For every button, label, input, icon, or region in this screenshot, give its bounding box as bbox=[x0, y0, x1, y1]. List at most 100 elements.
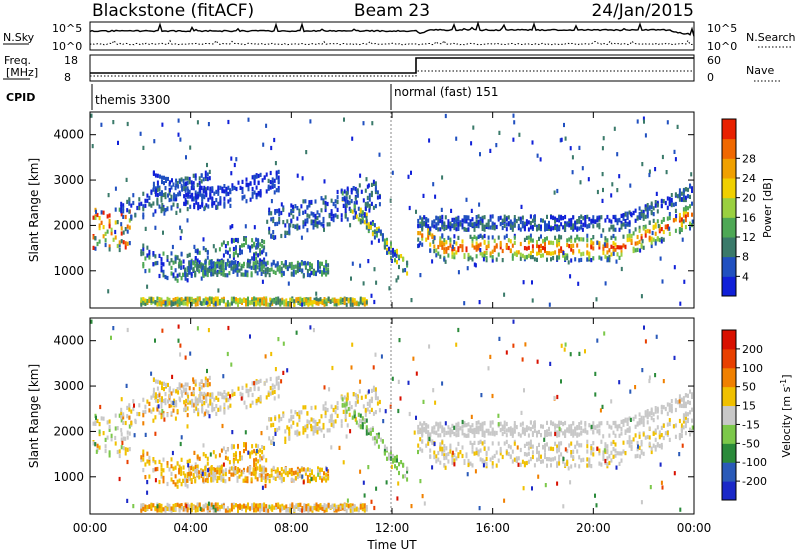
data-cell bbox=[379, 437, 382, 442]
data-cell bbox=[606, 444, 609, 449]
data-cell bbox=[648, 426, 651, 431]
data-cell bbox=[548, 220, 550, 225]
data-cell bbox=[578, 249, 581, 254]
data-cell bbox=[370, 407, 373, 412]
noise-left-tick-low: 10^0 bbox=[52, 40, 82, 53]
data-cell bbox=[332, 201, 335, 207]
data-cell bbox=[351, 302, 354, 307]
data-cell bbox=[305, 150, 308, 155]
data-cell bbox=[292, 471, 295, 476]
data-cell bbox=[259, 251, 262, 256]
data-cell bbox=[120, 231, 123, 236]
data-cell bbox=[622, 440, 625, 445]
data-cell bbox=[457, 221, 460, 226]
data-cell bbox=[237, 386, 240, 391]
data-cell bbox=[334, 405, 337, 410]
data-cell bbox=[487, 219, 490, 224]
data-cell bbox=[327, 267, 330, 273]
data-cell bbox=[610, 193, 613, 198]
data-cell bbox=[282, 411, 285, 416]
freq-panel-frame bbox=[89, 54, 695, 82]
data-cell bbox=[513, 222, 516, 227]
data-cell bbox=[306, 474, 309, 480]
data-cell bbox=[453, 225, 456, 231]
data-cell bbox=[582, 428, 585, 433]
data-cell bbox=[166, 463, 169, 468]
data-cell bbox=[249, 403, 252, 408]
data-cell bbox=[544, 430, 546, 435]
data-cell bbox=[140, 302, 143, 307]
data-cell bbox=[443, 456, 446, 461]
data-cell bbox=[150, 189, 153, 194]
data-cell bbox=[223, 184, 226, 189]
data-cell bbox=[212, 264, 215, 269]
data-cell bbox=[483, 250, 486, 255]
data-cell bbox=[483, 439, 486, 445]
data-cell bbox=[503, 223, 506, 228]
data-cell bbox=[367, 430, 370, 436]
data-cell bbox=[596, 189, 599, 195]
data-cell bbox=[369, 431, 372, 436]
data-cell bbox=[177, 184, 180, 189]
data-cell bbox=[608, 218, 611, 223]
data-cell bbox=[610, 244, 613, 249]
data-cell bbox=[200, 473, 203, 479]
data-cell bbox=[503, 235, 506, 240]
data-cell bbox=[120, 428, 123, 433]
data-cell bbox=[455, 447, 458, 452]
data-cell bbox=[140, 455, 143, 460]
data-cell bbox=[451, 217, 454, 222]
data-cell bbox=[574, 463, 577, 468]
data-cell bbox=[493, 238, 496, 243]
data-cell bbox=[451, 453, 454, 458]
data-cell bbox=[196, 120, 199, 125]
data-cell bbox=[518, 132, 521, 137]
data-cell bbox=[360, 419, 363, 424]
data-cell bbox=[437, 244, 440, 250]
data-cell bbox=[269, 185, 272, 190]
data-cell bbox=[449, 431, 452, 436]
data-cell bbox=[336, 405, 339, 411]
data-cell bbox=[483, 233, 486, 239]
data-cell bbox=[531, 238, 534, 243]
data-cell bbox=[122, 209, 125, 214]
data-cell bbox=[223, 410, 226, 415]
data-cell bbox=[214, 261, 217, 266]
data-cell bbox=[146, 198, 149, 203]
data-cell bbox=[336, 189, 339, 195]
data-cell bbox=[271, 182, 274, 187]
data-cell bbox=[523, 452, 526, 457]
data-cell bbox=[347, 407, 350, 412]
data-cell bbox=[572, 455, 575, 460]
data-cell bbox=[98, 216, 101, 221]
data-cell bbox=[440, 207, 443, 212]
data-cell bbox=[298, 262, 301, 267]
data-cell bbox=[485, 428, 488, 433]
data-cell bbox=[473, 262, 476, 267]
data-cell bbox=[666, 402, 669, 407]
data-cell bbox=[240, 272, 243, 277]
data-cell bbox=[242, 272, 245, 277]
data-cell bbox=[126, 447, 129, 452]
data-cell bbox=[501, 218, 504, 223]
data-cell bbox=[227, 191, 230, 196]
data-cell bbox=[675, 213, 678, 219]
data-cell bbox=[441, 451, 444, 456]
data-cell bbox=[148, 474, 151, 479]
data-cell bbox=[546, 463, 548, 468]
data-cell bbox=[154, 186, 157, 191]
data-cell bbox=[284, 265, 287, 270]
data-cell bbox=[172, 507, 175, 512]
data-cell bbox=[180, 229, 183, 234]
data-cell bbox=[433, 450, 436, 455]
data-cell bbox=[298, 431, 301, 436]
data-cell bbox=[453, 252, 456, 257]
data-cell bbox=[302, 430, 305, 435]
data-cell bbox=[611, 182, 614, 187]
data-cell bbox=[390, 450, 392, 455]
data-cell bbox=[447, 425, 450, 430]
data-cell bbox=[178, 478, 181, 483]
data-cell bbox=[277, 394, 280, 399]
data-cell bbox=[610, 425, 613, 430]
data-cell bbox=[124, 451, 127, 456]
